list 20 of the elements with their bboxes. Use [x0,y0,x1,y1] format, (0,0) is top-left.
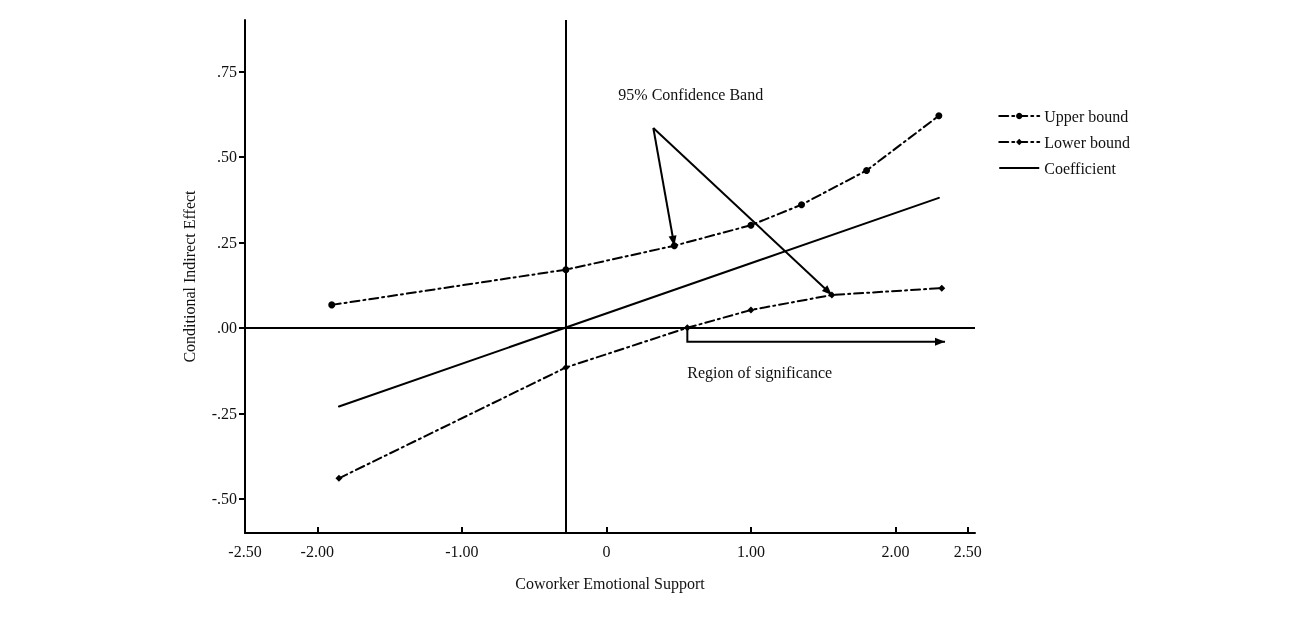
legend-label: Upper bound [1044,107,1129,126]
annotation: 95% Confidence Band [618,86,764,103]
x-tick-label: 0 [602,542,611,560]
y-tick-label: .00 [217,319,237,337]
x-tick-label: 2.50 [953,542,982,560]
x-tick-label: 2.00 [881,542,910,560]
x-axis-title: Coworker Emotional Support [515,574,706,593]
annotation: Region of significance [687,363,833,382]
x-tick-label: 1.00 [736,542,765,560]
legend-label: Coefficient [1044,159,1117,177]
y-axis-title: Conditional Indirect Effect [180,189,198,363]
y-tick-label: .25 [217,233,237,251]
y-tick-label: -.50 [211,490,237,508]
legend-label: Lower bound [1044,133,1131,151]
y-tick-label: -.25 [211,404,237,422]
y-tick-label: .75 [217,62,237,80]
x-tick-label: -2.00 [300,542,334,560]
x-tick-label: -2.50 [228,542,262,560]
y-tick-label: .50 [217,148,237,166]
x-tick-label: -1.00 [445,542,479,560]
